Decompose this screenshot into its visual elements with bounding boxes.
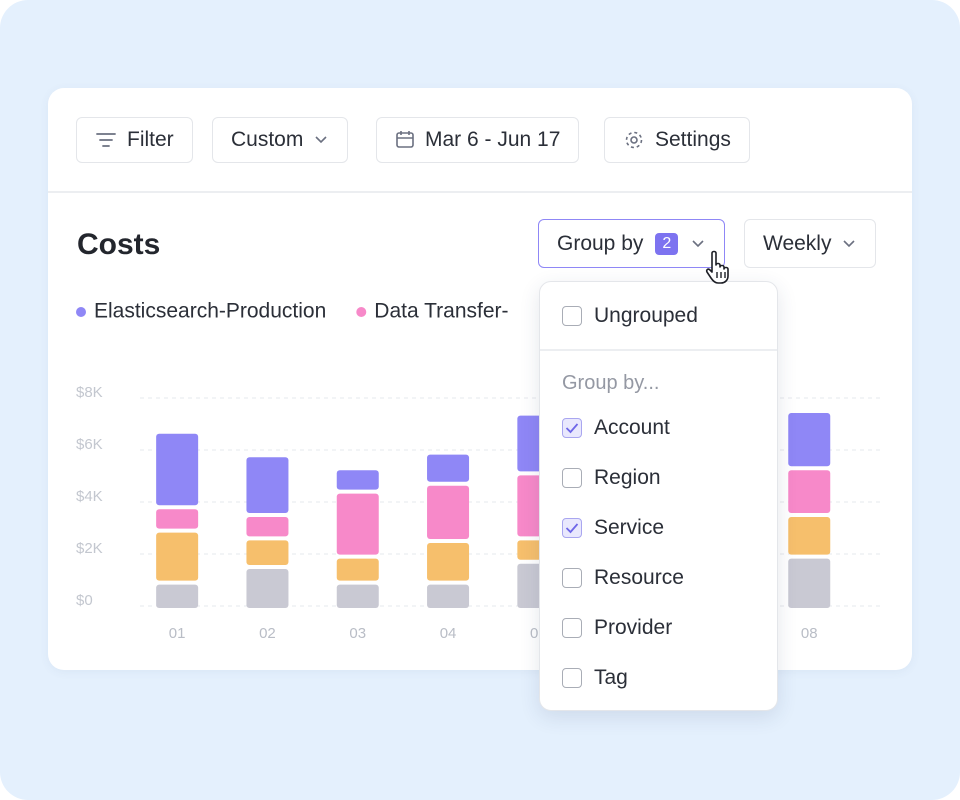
label: Filter xyxy=(127,128,174,151)
chevron xyxy=(692,239,704,247)
group-by-menu: Ungrouped Group by... Account Region Servi… xyxy=(539,281,778,711)
checkbox[interactable] xyxy=(562,518,582,538)
filter-icon xyxy=(96,133,116,147)
bar-segment xyxy=(788,517,831,555)
y-tick-label: $4K xyxy=(76,488,103,505)
legend-dot xyxy=(356,307,367,317)
label: Service xyxy=(594,516,665,539)
ungrouped-option[interactable]: Ungrouped xyxy=(562,304,698,328)
group-option[interactable]: Region xyxy=(562,466,661,490)
checkbox[interactable] xyxy=(562,568,582,588)
date-button[interactable]: Mar 6 - Jun 17 xyxy=(376,117,580,163)
page-title: Costs xyxy=(77,228,161,261)
settings-button[interactable]: Settings xyxy=(604,117,750,163)
label: Account xyxy=(594,416,670,439)
checkbox[interactable] xyxy=(562,418,582,438)
group-option[interactable]: Resource xyxy=(562,566,684,590)
checkbox[interactable] xyxy=(562,668,582,688)
group-option[interactable]: Account xyxy=(562,416,670,440)
bar-segment xyxy=(246,457,289,513)
y-tick-label: $2K xyxy=(76,540,103,557)
x-tick-label: 04 xyxy=(440,625,457,642)
label: Resource xyxy=(594,566,684,589)
bar-segment xyxy=(336,558,379,581)
legend-label: Elasticsearch-Production xyxy=(94,300,326,323)
bar-segment xyxy=(336,493,379,555)
group-by-button[interactable]: Group by 2 xyxy=(538,219,726,268)
bar-segment xyxy=(788,558,831,608)
group-option[interactable]: Tag xyxy=(562,666,628,690)
filter-button[interactable]: Filter xyxy=(76,117,193,163)
bar-segment xyxy=(788,413,831,467)
label: Region xyxy=(594,466,661,489)
y-tick-label: $6K xyxy=(76,436,103,453)
label: Ungrouped xyxy=(594,304,698,327)
label: Settings xyxy=(655,128,731,151)
x-tick-label: 02 xyxy=(259,625,276,642)
legend-dot xyxy=(76,307,86,317)
gear-icon xyxy=(625,131,643,149)
x-tick-label: 01 xyxy=(169,625,186,642)
check-mark xyxy=(565,523,579,534)
label: Tag xyxy=(594,666,628,689)
label: Weekly xyxy=(763,231,832,255)
bar-segment xyxy=(427,543,470,581)
bar-segment xyxy=(246,540,289,565)
interval-button[interactable]: Weekly xyxy=(744,219,877,268)
bar-segment xyxy=(156,509,199,529)
legend-label: Data Transfer- xyxy=(374,300,508,323)
bar-segment xyxy=(246,569,289,608)
bar-segment xyxy=(246,517,289,537)
label: Mar 6 - Jun 17 xyxy=(425,128,561,151)
bar-segment xyxy=(336,584,379,608)
bar-segment xyxy=(156,532,199,581)
x-tick-label: 03 xyxy=(349,625,366,642)
label: Provider xyxy=(594,616,673,639)
y-tick-label: $8K xyxy=(76,384,103,401)
section-label: Group by... xyxy=(562,372,660,394)
bar-segment xyxy=(156,433,199,506)
bar-segment xyxy=(427,584,470,608)
checkbox[interactable] xyxy=(562,618,582,638)
menu-divider xyxy=(540,349,777,351)
bar-segment xyxy=(336,470,379,490)
bar-segment xyxy=(427,485,470,539)
range-button[interactable]: Custom xyxy=(212,117,349,163)
chevron xyxy=(843,239,856,247)
chevron xyxy=(315,136,327,144)
bar-segment xyxy=(788,470,831,513)
checkbox[interactable] xyxy=(562,468,582,488)
check-mark xyxy=(565,423,579,434)
y-tick-label: $0 xyxy=(76,592,93,609)
x-tick-label: 08 xyxy=(801,625,818,642)
bar-segment xyxy=(156,584,199,608)
checkbox[interactable] xyxy=(562,306,582,326)
calendar-icon xyxy=(396,131,414,148)
group-count-badge: 2 xyxy=(655,232,679,255)
label: Group by xyxy=(557,231,644,255)
bar-segment xyxy=(427,454,470,482)
divider xyxy=(48,191,912,193)
group-option[interactable]: Provider xyxy=(562,616,672,640)
group-option[interactable]: Service xyxy=(562,516,664,540)
label: Custom xyxy=(231,128,304,151)
cursor xyxy=(705,250,729,284)
